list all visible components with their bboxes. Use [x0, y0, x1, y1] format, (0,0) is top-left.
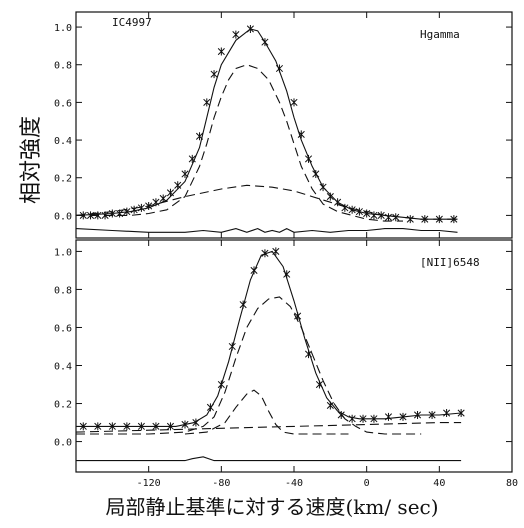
panel-2: 1.0 0.8 0.6 0.4 0.2 0.0 [NII]6548 — [54, 239, 513, 473]
y-tick-label: 0.8 — [54, 61, 72, 72]
panel-object-label: IC4997 — [112, 16, 152, 29]
x-axis-label: 局部静止基準に対する速度(km/ sec) — [105, 495, 438, 519]
y-tick-label: 0.4 — [54, 136, 72, 147]
series-dashed-line-3 — [75, 184, 458, 220]
data-point — [174, 181, 182, 190]
series-solid-line-1 — [76, 250, 462, 427]
data-point — [210, 70, 218, 79]
x-tick-label: -40 — [285, 478, 303, 489]
series-observed-markers — [79, 24, 458, 224]
data-point — [188, 154, 196, 163]
data-point — [384, 213, 393, 222]
x-tick-label: -80 — [212, 478, 230, 489]
panel-line-label: [NII]6548 — [420, 256, 480, 269]
data-point — [457, 409, 465, 418]
x-tick-label: -120 — [137, 478, 161, 489]
panel-frame — [75, 239, 513, 473]
y-tick-label: 0.2 — [54, 174, 72, 185]
y-tick-label: 0.6 — [54, 98, 72, 109]
y-tick-label: 0.4 — [54, 362, 72, 373]
data-point — [290, 98, 298, 107]
panel-1: 1.0 0.8 0.6 0.4 0.2 0.0 IC4997 Hgamma — [54, 11, 513, 239]
y-tick-label: 0.0 — [54, 211, 72, 222]
x-tick-label: 80 — [506, 478, 518, 489]
data-point — [443, 409, 451, 418]
data-point — [392, 213, 400, 222]
series-dashed-line-2 — [76, 296, 422, 435]
y-tick-label: 0.2 — [54, 400, 72, 411]
data-point — [217, 47, 225, 56]
panel-line-label: Hgamma — [420, 28, 460, 41]
data-point — [370, 211, 378, 220]
x-tick-labels: -120 -80 -40 0 40 80 — [137, 478, 518, 489]
series-solid-line-4 — [75, 227, 458, 233]
data-point — [348, 414, 356, 423]
y-axis-label: 相対強度 — [19, 116, 44, 204]
y-tick-label: 1.0 — [54, 23, 72, 34]
x-tick-label: 0 — [364, 478, 370, 489]
series-solid-line-1 — [75, 28, 458, 220]
y-tick-label: 0.8 — [54, 285, 72, 296]
y-tick-label: 0.0 — [54, 438, 72, 449]
data-point — [203, 98, 211, 107]
x-tick-label: 40 — [433, 478, 445, 489]
y-tick-label: 0.6 — [54, 323, 72, 334]
data-point — [166, 188, 175, 197]
data-point — [130, 205, 138, 214]
series-dashed-line-3 — [184, 389, 349, 435]
data-point — [232, 30, 240, 39]
y-tick-label: 1.0 — [54, 247, 72, 258]
series-observed-markers — [79, 247, 465, 431]
data-point — [406, 215, 414, 224]
data-point — [384, 412, 393, 421]
series-solid-line-5 — [76, 456, 462, 462]
data-point — [261, 249, 269, 258]
series-dashed-line-4 — [75, 422, 462, 433]
series-dashed-line-2 — [76, 64, 403, 222]
